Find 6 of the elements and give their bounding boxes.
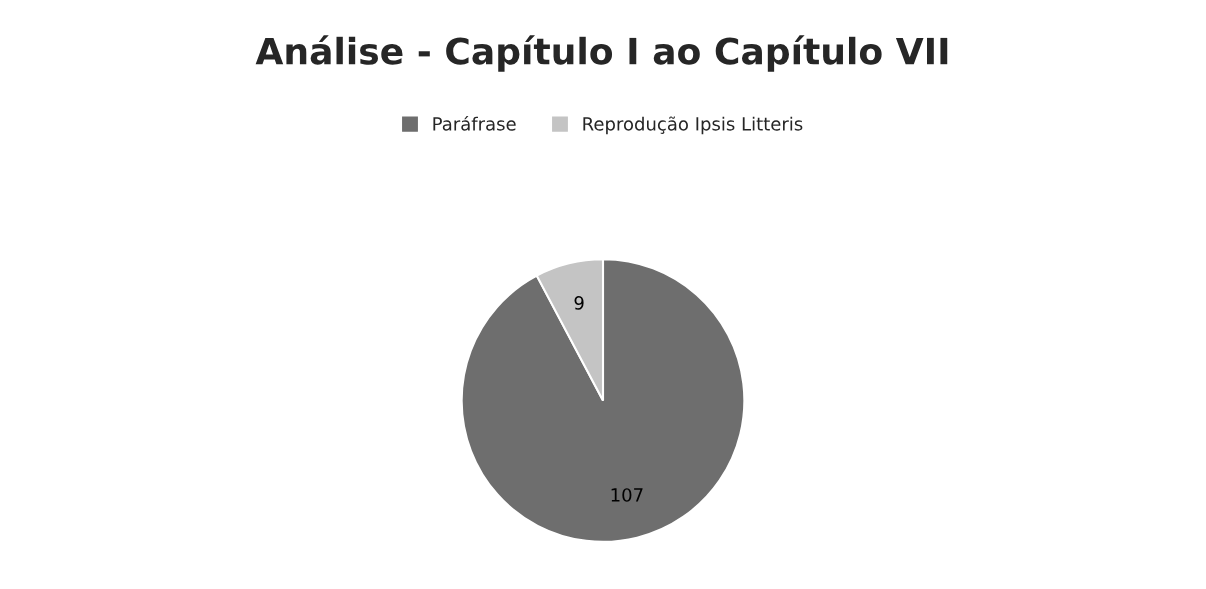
legend-label: Paráfrase bbox=[433, 115, 516, 131]
data-label: 107 bbox=[611, 488, 643, 502]
pie-slice bbox=[460, 258, 746, 543]
data-label: 9 bbox=[574, 296, 584, 310]
legend-label: Reprodução Ipsis Litteris bbox=[583, 116, 803, 135]
chart-title: Análise - Capítulo I ao Capítulo VII bbox=[255, 35, 948, 72]
